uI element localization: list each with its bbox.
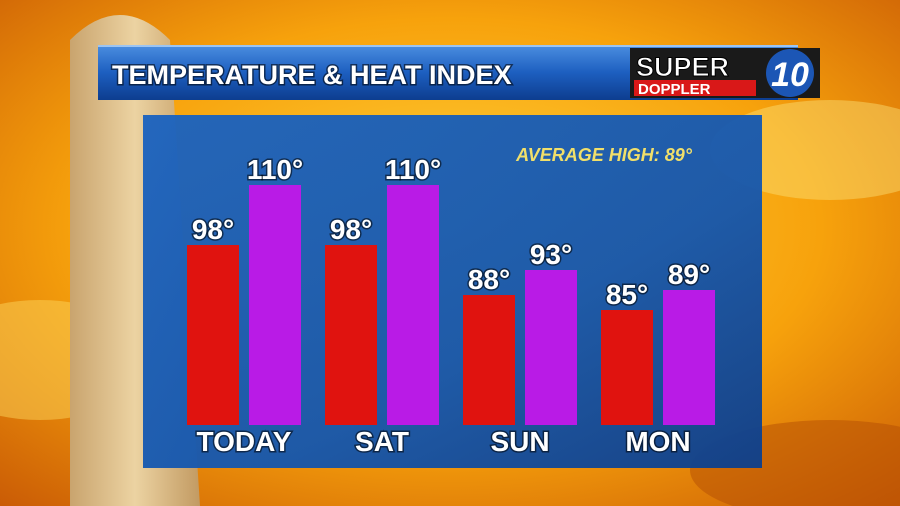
bar xyxy=(601,310,653,425)
banner-edge xyxy=(98,45,798,47)
chart-title: TEMPERATURE & HEAT INDEX xyxy=(112,60,512,90)
value-label: 85° xyxy=(606,279,648,310)
value-label: 110° xyxy=(385,154,441,185)
value-label: 89° xyxy=(668,259,710,290)
x-tick-label: MON xyxy=(625,426,690,457)
bar xyxy=(249,185,301,425)
logo-circle xyxy=(766,49,814,97)
value-label: 98° xyxy=(330,214,372,245)
bar xyxy=(187,245,239,425)
value-label: 93° xyxy=(530,239,572,270)
annotation: AVERAGE HIGH: 89° xyxy=(515,145,693,165)
chart-panel xyxy=(143,115,762,468)
value-label: 98° xyxy=(192,214,234,245)
logo-text: SUPER xyxy=(636,52,729,82)
value-label: 110° xyxy=(247,154,303,185)
x-tick-label: TODAY xyxy=(197,426,292,457)
bar xyxy=(663,290,715,425)
value-label: 88° xyxy=(468,264,510,295)
logo: SUPER DOPPLER 10 xyxy=(630,48,820,98)
logo-strip xyxy=(634,80,756,96)
bar xyxy=(525,270,577,425)
logo-number: 10 xyxy=(771,56,809,94)
bar xyxy=(325,245,377,425)
bar xyxy=(387,185,439,425)
bar xyxy=(463,295,515,425)
x-tick-label: SAT xyxy=(355,426,409,457)
logo-text: DOPPLER xyxy=(638,81,711,98)
x-tick-label: SUN xyxy=(490,426,549,457)
